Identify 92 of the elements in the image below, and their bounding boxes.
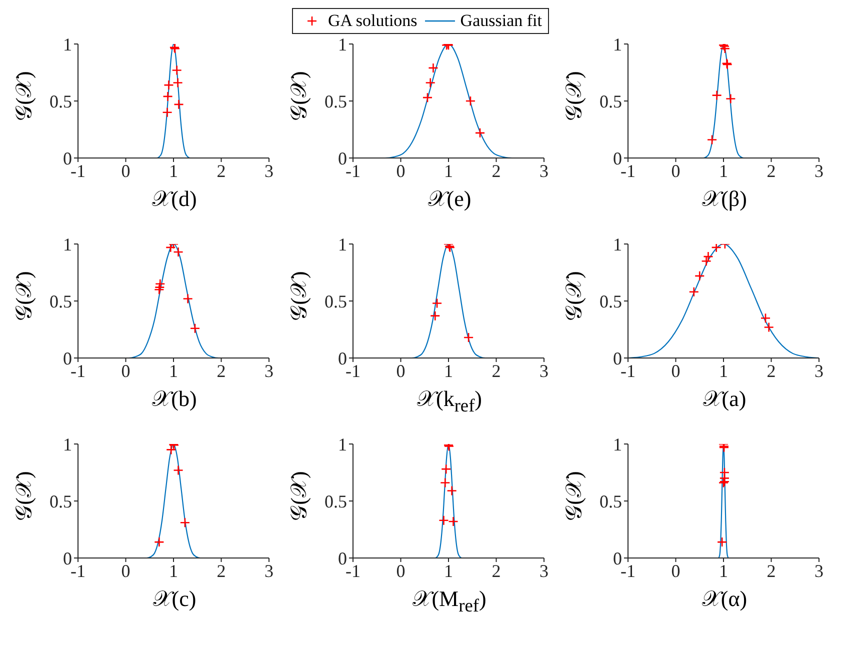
x-tick-label: 2 xyxy=(766,560,776,581)
legend-label: GA solutions xyxy=(328,11,418,31)
x-tick-label: 3 xyxy=(264,360,274,381)
x-tick-label: 0 xyxy=(396,160,406,181)
x-tick-label: -1 xyxy=(70,560,86,581)
x-tick-label: 3 xyxy=(814,360,824,381)
y-tick-label: 0.5 xyxy=(600,491,622,512)
y-tick-label: 0.5 xyxy=(324,491,347,512)
x-tick-label: 2 xyxy=(492,160,501,181)
x-axis-title: 𝒳(a) xyxy=(702,386,748,412)
x-tick-label: 1 xyxy=(169,560,178,581)
y-tick-label: 1 xyxy=(338,234,347,254)
y-axis-title: 𝒢(𝒳) xyxy=(286,471,312,521)
x-tick-label: 0 xyxy=(121,360,130,381)
x-tick-label: 3 xyxy=(540,160,548,181)
x-tick-label: 0 xyxy=(121,160,130,181)
y-tick-label: 0.5 xyxy=(600,291,622,312)
x-tick-label: 1 xyxy=(719,360,728,381)
x-tick-label: 2 xyxy=(492,560,501,581)
x-axis-title: 𝒳(k$_{ref}$) xyxy=(416,386,483,416)
x-tick-label: -1 xyxy=(620,160,636,181)
y-tick-label: 0 xyxy=(63,348,72,368)
x-tick-label: 1 xyxy=(169,360,178,381)
x-tick-label: 0 xyxy=(121,560,130,581)
x-tick-label: 1 xyxy=(444,360,453,381)
y-tick-label: 1 xyxy=(63,434,72,454)
x-tick-label: 0 xyxy=(671,360,680,381)
x-axis-title: 𝒳(c) xyxy=(152,586,198,612)
y-axis-title: 𝒢(𝒳) xyxy=(286,71,312,121)
x-tick-label: 3 xyxy=(814,560,824,581)
y-axis-title: 𝒢(𝒳) xyxy=(11,271,37,321)
x-tick-label: -1 xyxy=(346,560,360,581)
x-tick-label: 2 xyxy=(766,160,776,181)
x-tick-label: 3 xyxy=(264,160,274,181)
y-axis-title: 𝒢(𝒳) xyxy=(11,471,37,521)
y-tick-label: 0 xyxy=(613,348,622,368)
y-tick-label: 0.5 xyxy=(50,491,72,512)
x-axis-title: 𝒳(b) xyxy=(151,386,198,412)
y-tick-label: 1 xyxy=(338,434,347,454)
x-tick-label: -1 xyxy=(70,160,86,181)
x-tick-label: 3 xyxy=(264,560,274,581)
x-axis-title: 𝒳(M$_{ref}$) xyxy=(412,586,488,616)
y-tick-label: 0 xyxy=(63,548,72,568)
x-tick-label: 1 xyxy=(169,160,178,181)
y-axis-title: 𝒢(𝒳) xyxy=(286,271,312,321)
y-tick-label: 1 xyxy=(338,34,347,54)
x-tick-label: 0 xyxy=(396,560,406,581)
x-tick-label: 3 xyxy=(540,360,548,381)
y-tick-label: 1 xyxy=(63,234,72,254)
x-tick-label: 3 xyxy=(540,560,548,581)
y-tick-label: 0.5 xyxy=(600,91,622,112)
y-axis-title: 𝒢(𝒳) xyxy=(561,471,587,521)
y-tick-label: 0 xyxy=(338,148,347,168)
x-axis-title: 𝒳(β) xyxy=(701,186,748,212)
x-tick-label: 1 xyxy=(444,160,453,181)
y-tick-label: 0 xyxy=(338,348,347,368)
x-tick-label: 2 xyxy=(492,360,501,381)
x-tick-label: -1 xyxy=(70,360,86,381)
x-tick-label: 2 xyxy=(216,160,226,181)
y-axis-title: 𝒢(𝒳) xyxy=(561,71,587,121)
x-tick-label: 1 xyxy=(719,160,728,181)
x-axis-title: 𝒳(e) xyxy=(426,186,472,212)
x-tick-label: 0 xyxy=(396,360,406,381)
y-axis-title: 𝒢(𝒳) xyxy=(11,71,37,121)
x-tick-label: 2 xyxy=(766,360,776,381)
y-tick-label: 1 xyxy=(63,34,72,54)
x-tick-label: -1 xyxy=(346,360,360,381)
y-axis-title: 𝒢(𝒳) xyxy=(561,271,587,321)
y-tick-label: 0.5 xyxy=(324,291,347,312)
y-tick-label: 1 xyxy=(613,234,622,254)
x-axis-title: 𝒳(d) xyxy=(151,186,198,212)
x-tick-label: -1 xyxy=(620,360,636,381)
y-tick-label: 1 xyxy=(613,434,622,454)
y-tick-label: 0 xyxy=(613,148,622,168)
x-tick-label: -1 xyxy=(620,560,636,581)
y-tick-label: 0.5 xyxy=(324,91,347,112)
x-tick-label: 1 xyxy=(444,560,453,581)
x-tick-label: 0 xyxy=(671,160,680,181)
x-tick-label: 2 xyxy=(216,560,226,581)
y-tick-label: 0 xyxy=(338,548,347,568)
y-tick-label: 0 xyxy=(63,148,72,168)
y-tick-label: 1 xyxy=(613,34,622,54)
legend-label: Gaussian fit xyxy=(460,11,542,31)
y-tick-label: 0.5 xyxy=(50,91,72,112)
x-tick-label: 2 xyxy=(216,360,226,381)
x-tick-label: -1 xyxy=(346,160,360,181)
x-tick-label: 0 xyxy=(671,560,680,581)
x-tick-label: 1 xyxy=(719,560,728,581)
x-axis-title: 𝒳(α) xyxy=(700,586,748,612)
y-tick-label: 0 xyxy=(613,548,622,568)
y-tick-label: 0.5 xyxy=(50,291,72,312)
x-tick-label: 3 xyxy=(814,160,824,181)
